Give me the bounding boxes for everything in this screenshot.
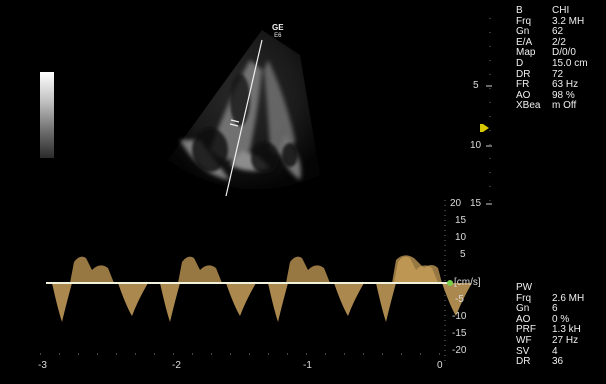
vel-tick-15: 15 xyxy=(455,215,467,226)
bmode-param-key: D xyxy=(516,57,524,69)
bmode-param-value: 15.0 cm xyxy=(552,57,588,69)
bmode-param-key: AO xyxy=(516,89,531,101)
pw-param-key: SV xyxy=(516,345,530,357)
pw-param-key: DR xyxy=(516,356,531,368)
baseline-marker xyxy=(447,280,453,286)
pw-param-key: Gn xyxy=(516,303,530,315)
doppler-outflow-spike xyxy=(160,283,180,322)
vel-unit: [cm/s] xyxy=(454,277,481,288)
pw-param-row: SV 4 xyxy=(516,345,606,358)
doppler-inflow-hump xyxy=(392,255,442,283)
depth-tick-10: 10 xyxy=(470,140,482,151)
pw-param-row: Gn 6 xyxy=(516,304,606,315)
pw-param-value: 0 % xyxy=(552,313,570,325)
bmode-param-value: 98 % xyxy=(552,89,575,101)
pw-mode-label: PW xyxy=(516,282,533,293)
time-tick-neg2: -2 xyxy=(172,360,181,371)
bmode-param-key: Gn xyxy=(516,26,530,38)
bmode-param-key: Frq xyxy=(516,15,531,27)
pw-param-key: AO xyxy=(516,313,531,325)
doppler-outflow-spike xyxy=(118,283,148,316)
bmode-param-panel: B CHI Frq 3.2 MH Gn 62 E/A 2/2 Map D/0/0 D 15.0 c… xyxy=(516,5,606,112)
bmode-param-key: FR xyxy=(516,79,530,91)
depth-scale: 5 10 15 xyxy=(470,8,510,209)
doppler-outflow-spike xyxy=(226,283,256,316)
doppler-outflow-spike xyxy=(334,283,364,316)
depth-tick-5: 5 xyxy=(473,80,479,91)
pw-param-key: Frq xyxy=(516,292,531,304)
doppler-outflow-spike xyxy=(442,283,472,316)
bmode-param-value: 72 xyxy=(552,68,564,80)
pw-param-value: 36 xyxy=(552,356,564,368)
bmode-param-row: E/A 2/2 xyxy=(516,36,606,49)
doppler-outflow-spike xyxy=(268,283,288,322)
pw-param-row: Frq 2.6 MH xyxy=(516,292,606,305)
bmode-param-value: m Off xyxy=(552,100,577,112)
probe-logo: GE E6 xyxy=(272,24,284,40)
pw-param-panel: PW Frq 2.6 MH Gn 6 AO 0 % PRF 1.3 kH WF 27 Hz SV 4 D… xyxy=(516,282,606,368)
bmode-param-key: DR xyxy=(516,68,531,80)
probe-sub: E6 xyxy=(274,33,282,39)
grayscale-bar xyxy=(40,72,54,158)
pw-param-row: AO 0 % xyxy=(516,313,606,326)
bmode-param-row: Frq 3.2 MH xyxy=(516,15,606,28)
pw-param-value: 4 xyxy=(552,345,558,357)
pw-param-row: DR 36 xyxy=(516,357,606,368)
bmode-param-row: DR 72 xyxy=(516,68,606,81)
bmode-mode-label: B xyxy=(516,5,523,16)
pw-param-key: PRF xyxy=(516,324,536,336)
vel-tick-10: 10 xyxy=(455,232,467,243)
bmode-param-row: XBea m Off xyxy=(516,101,606,112)
time-tick-neg1: -1 xyxy=(303,360,312,371)
bmode-param-row: Map D/0/0 xyxy=(516,48,606,59)
bmode-param-key: XBea xyxy=(516,100,541,112)
doppler-inflow-hump xyxy=(286,256,330,283)
vel-tick-5: 5 xyxy=(460,249,466,260)
bmode-param-key: E/A xyxy=(516,36,533,48)
pw-param-value: 1.3 kH xyxy=(552,324,581,336)
bmode-param-value: 3.2 MH xyxy=(552,15,585,27)
doppler-inflow-hump xyxy=(70,256,114,283)
probe-brand: GE xyxy=(272,23,284,32)
pw-param-row: PRF 1.3 kH xyxy=(516,325,606,336)
doppler-cursor-line xyxy=(225,39,263,197)
time-tick-0: 0 xyxy=(437,360,443,371)
bmode-param-key: Map xyxy=(516,47,536,59)
pw-param-value: 6 xyxy=(552,303,558,315)
pw-param-row: WF 27 Hz xyxy=(516,334,606,347)
vel-tick-neg20: -20 xyxy=(452,345,467,356)
depth-tick-15: 15 xyxy=(470,198,482,209)
bmode-param-value: 62 xyxy=(552,26,564,38)
time-tick-neg3: -3 xyxy=(38,360,47,371)
bmode-param-row: Gn 62 xyxy=(516,27,606,38)
vel-tick-neg5: -5 xyxy=(455,294,464,305)
vel-tick-neg10: -10 xyxy=(452,311,467,322)
bmode-mode-value: CHI xyxy=(552,5,570,16)
pw-param-value: 2.6 MH xyxy=(552,292,585,304)
bmode-param-value: 2/2 xyxy=(552,36,566,48)
vel-tick-20: 20 xyxy=(450,198,462,209)
bmode-param-row: D 15.0 cm xyxy=(516,57,606,70)
doppler-inflow-hump xyxy=(178,256,222,283)
focus-marker xyxy=(483,124,489,132)
vel-tick-neg15: -15 xyxy=(452,328,467,339)
bmode-param-row: FR 63 Hz xyxy=(516,80,606,91)
doppler-outflow-spike xyxy=(376,283,396,322)
pw-param-value: 27 Hz xyxy=(552,334,579,346)
pw-param-key: WF xyxy=(516,334,532,346)
bmode-param-value: 63 Hz xyxy=(552,79,579,91)
bmode-param-value: D/0/0 xyxy=(552,47,576,59)
bmode-param-row: AO 98 % xyxy=(516,89,606,102)
doppler-outflow-spike xyxy=(52,283,72,322)
bmode-mode-row: B CHI xyxy=(516,5,606,17)
